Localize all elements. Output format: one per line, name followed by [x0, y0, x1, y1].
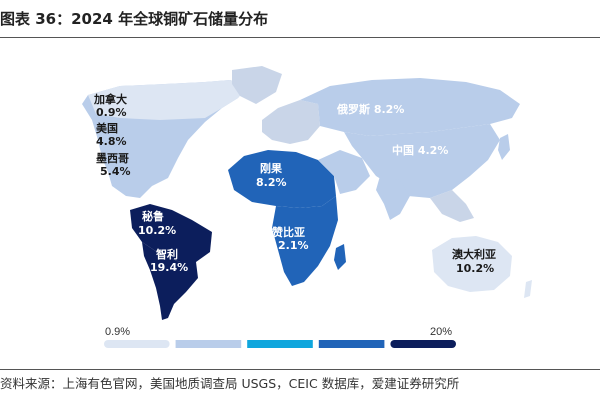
region-japan [498, 134, 510, 160]
label-canada-name: 加拿大 [93, 92, 127, 106]
label-zambia-name: 赞比亚 [271, 225, 305, 239]
label-australia-name: 澳大利亚 [452, 247, 496, 261]
legend-step-4 [318, 340, 385, 348]
region-new-zealand [524, 280, 532, 298]
label-china-name: 中国 [392, 143, 414, 157]
region-south-america-north [130, 204, 212, 262]
top-rule [0, 37, 600, 38]
label-china: 中国 4.2% [392, 143, 448, 157]
label-usa-name: 美国 [96, 121, 118, 135]
legend-step-2 [175, 340, 242, 348]
legend-max-label: 20% [430, 326, 452, 338]
region-europe [262, 100, 320, 144]
region-africa-south [272, 196, 338, 286]
region-africa-north [228, 150, 336, 208]
copper-reserves-map: 加拿大 0.9% 美国 4.8% 墨西哥 5.4% 秘鲁 10.2% 智利 19… [82, 66, 532, 348]
label-russia-value: 8.2% [374, 103, 405, 116]
label-mexico-name: 墨西哥 [96, 152, 129, 165]
legend-step-5 [390, 340, 456, 348]
legend-color-bar [104, 340, 456, 348]
region-greenland [232, 66, 282, 104]
bottom-rule [0, 369, 600, 370]
label-congo-name: 刚果 [260, 161, 282, 175]
label-zambia-value: 2.1% [278, 239, 309, 252]
region-middle-east [318, 150, 370, 194]
label-congo-value: 8.2% [256, 176, 287, 189]
label-peru-value: 10.2% [138, 224, 176, 237]
label-usa-value: 4.8% [96, 135, 127, 148]
label-peru-name: 秘鲁 [142, 209, 164, 223]
legend-step-1 [104, 340, 170, 348]
legend-step-3 [247, 340, 313, 348]
label-russia-name: 俄罗斯 [336, 102, 370, 116]
label-chile-name: 智利 [156, 247, 178, 261]
label-chile-value: 19.4% [150, 261, 188, 274]
region-madagascar [334, 244, 346, 270]
label-canada-value: 0.9% [96, 106, 127, 119]
figure-title: 图表 36：2024 年全球铜矿石储量分布 [0, 10, 269, 28]
label-mexico-value: 5.4% [100, 165, 131, 178]
legend-min-label: 0.9% [105, 326, 130, 338]
region-south-america-south [142, 242, 198, 320]
figure-source: 资料来源：上海有色官网，美国地质调查局 USGS，CEIC 数据库，爱建证券研究… [0, 376, 460, 391]
region-india [376, 176, 410, 220]
region-russia [300, 78, 520, 136]
region-australia [432, 236, 512, 292]
label-australia-value: 10.2% [456, 262, 494, 275]
region-canada [88, 80, 248, 120]
label-russia: 俄罗斯 8.2% [336, 102, 404, 116]
region-southeast-asia [430, 190, 474, 222]
label-china-value: 4.2% [418, 144, 449, 157]
